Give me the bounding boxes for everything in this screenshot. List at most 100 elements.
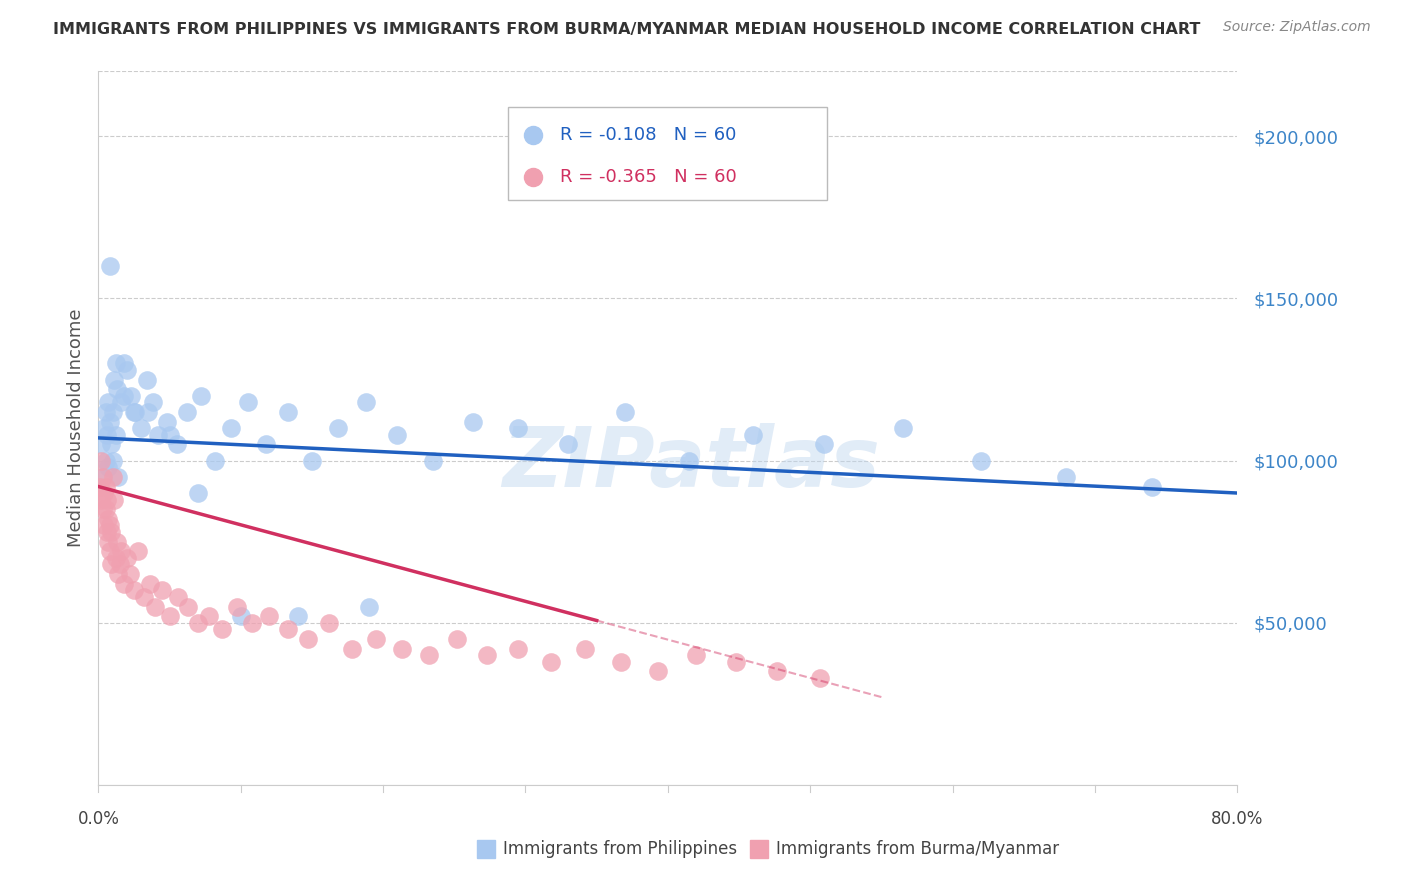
Point <box>127 544 149 558</box>
Point <box>1056 470 1078 484</box>
Point <box>148 427 170 442</box>
Point <box>98 259 121 273</box>
Point <box>813 437 835 451</box>
Point <box>97 512 120 526</box>
Point <box>357 599 380 614</box>
Point <box>94 453 117 467</box>
Point <box>326 421 349 435</box>
Point <box>122 405 145 419</box>
Point <box>198 609 221 624</box>
Point <box>540 655 562 669</box>
Point <box>287 609 309 624</box>
Text: Immigrants from Burma/Myanmar: Immigrants from Burma/Myanmar <box>776 840 1059 858</box>
Point <box>124 405 146 419</box>
Point <box>190 389 212 403</box>
Point <box>98 544 121 558</box>
Point <box>93 486 115 500</box>
Point <box>91 470 114 484</box>
Point <box>97 395 120 409</box>
Point <box>135 372 157 386</box>
Point <box>418 648 440 663</box>
Point <box>891 421 914 435</box>
Point <box>115 550 138 565</box>
Point <box>89 479 111 493</box>
Text: ZIPatlas: ZIPatlas <box>502 424 880 504</box>
Point <box>508 641 530 656</box>
Text: R = -0.365   N = 60: R = -0.365 N = 60 <box>560 168 737 186</box>
Point <box>259 609 281 624</box>
Y-axis label: Median Household Income: Median Household Income <box>66 309 84 548</box>
Text: 0.0%: 0.0% <box>77 810 120 828</box>
Point <box>446 632 468 646</box>
Point <box>93 421 115 435</box>
Point <box>387 427 409 442</box>
Point <box>354 395 377 409</box>
Point <box>110 395 132 409</box>
Point <box>225 599 247 614</box>
Point <box>105 382 128 396</box>
Point <box>219 421 242 435</box>
Point <box>614 405 637 419</box>
Point <box>138 577 160 591</box>
Point <box>808 671 831 685</box>
Point <box>100 524 122 539</box>
Point <box>574 641 596 656</box>
Text: Source: ZipAtlas.com: Source: ZipAtlas.com <box>1223 20 1371 34</box>
Point <box>94 405 117 419</box>
Point <box>610 655 633 669</box>
Point <box>104 427 127 442</box>
Text: 80.0%: 80.0% <box>1211 810 1264 828</box>
Point <box>277 405 299 419</box>
Point <box>112 577 135 591</box>
Text: IMMIGRANTS FROM PHILIPPINES VS IMMIGRANTS FROM BURMA/MYANMAR MEDIAN HOUSEHOLD IN: IMMIGRANTS FROM PHILIPPINES VS IMMIGRANT… <box>53 22 1201 37</box>
Point <box>725 655 748 669</box>
Point <box>152 583 174 598</box>
Point <box>90 453 112 467</box>
Point <box>340 641 363 656</box>
Point <box>112 356 135 370</box>
Point <box>94 479 117 493</box>
Point <box>129 421 152 435</box>
Point <box>159 427 181 442</box>
Point <box>112 389 135 403</box>
Point <box>94 502 117 516</box>
Point <box>678 453 700 467</box>
FancyBboxPatch shape <box>509 107 827 200</box>
Point <box>96 427 118 442</box>
Point <box>364 632 387 646</box>
Point <box>107 470 129 484</box>
Point <box>277 622 299 636</box>
Point <box>108 558 131 572</box>
Point <box>187 486 209 500</box>
Point <box>240 615 263 630</box>
Point <box>122 583 145 598</box>
Point <box>156 415 179 429</box>
Point <box>90 437 112 451</box>
Point <box>97 534 120 549</box>
Point <box>136 405 159 419</box>
Point <box>100 558 122 572</box>
Point <box>211 622 233 636</box>
Point <box>391 641 413 656</box>
Point <box>301 453 323 467</box>
Point <box>204 453 226 467</box>
Point <box>254 437 277 451</box>
Point <box>100 437 122 451</box>
Text: R = -0.108   N = 60: R = -0.108 N = 60 <box>560 126 735 144</box>
Point <box>422 453 444 467</box>
Point <box>297 632 319 646</box>
Point <box>90 492 112 507</box>
Point <box>104 550 127 565</box>
Point <box>229 609 252 624</box>
Point <box>98 415 121 429</box>
Point <box>101 453 124 467</box>
Point <box>103 372 125 386</box>
Point <box>766 665 789 679</box>
Point <box>1140 479 1163 493</box>
Point <box>187 615 209 630</box>
Point <box>970 453 993 467</box>
Point <box>120 389 142 403</box>
Point <box>96 524 118 539</box>
Point <box>159 609 181 624</box>
Point <box>176 405 198 419</box>
